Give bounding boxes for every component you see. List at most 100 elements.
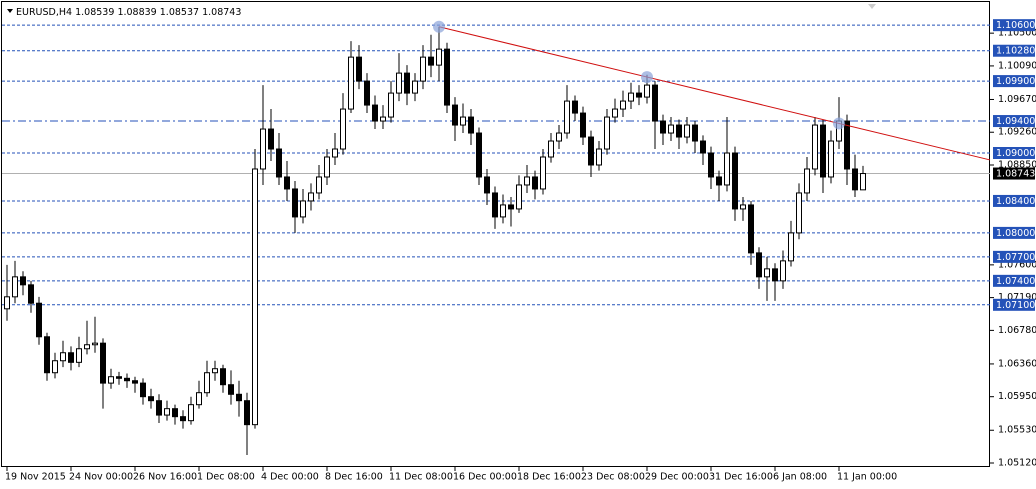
candle-body <box>420 56 426 82</box>
candle-body <box>660 120 666 134</box>
candle-body <box>748 204 754 254</box>
candle-body <box>764 268 770 278</box>
candle-body <box>620 100 626 110</box>
candle-body <box>732 152 738 210</box>
x-tick-label: 16 Dec 00:00 <box>453 472 517 483</box>
chart-header: EURUSD,H4 1.08539 1.08839 1.08537 1.0874… <box>16 7 241 18</box>
candle-body <box>676 124 682 138</box>
x-tick-label: 4 Dec 00:00 <box>261 472 319 483</box>
candle-body <box>172 408 178 418</box>
candle-body <box>60 352 66 362</box>
x-tick-label: 8 Dec 16:00 <box>325 472 383 483</box>
candle-body <box>684 124 690 138</box>
candle-body <box>500 204 506 218</box>
candle-body <box>452 104 458 126</box>
candle-body <box>404 72 410 94</box>
plot-frame <box>1 1 990 467</box>
candle-body <box>604 116 610 150</box>
level-label: 1.08000 <box>996 228 1035 239</box>
scroll-marker <box>868 4 876 9</box>
level-label: 1.09400 <box>996 116 1035 127</box>
header-open: 1.08539 <box>75 7 114 18</box>
candle-body <box>188 404 194 422</box>
candle-body <box>68 352 74 363</box>
candle-body <box>692 124 698 142</box>
candle-body <box>700 140 706 154</box>
candle-body <box>396 72 402 94</box>
candle-body <box>508 204 514 210</box>
candle-body <box>348 56 354 110</box>
candle-body <box>292 188 298 218</box>
level-label: 1.09900 <box>996 76 1035 87</box>
level-box <box>993 75 1035 88</box>
candle-body <box>36 302 42 338</box>
candle-body <box>44 336 50 374</box>
candle-body <box>52 360 58 374</box>
x-tick-label: 11 Dec 08:00 <box>389 472 453 483</box>
level-box <box>993 194 1035 207</box>
candle-body <box>540 156 546 190</box>
x-tick-label: 31 Dec 16:00 <box>709 472 773 483</box>
y-tick-label: 1.05530 <box>998 425 1036 436</box>
candle-body <box>308 192 314 202</box>
candle-body <box>516 184 522 210</box>
candle-body <box>724 152 730 186</box>
candle-body <box>12 276 18 298</box>
candle-body <box>740 204 746 210</box>
level-box <box>993 44 1035 57</box>
candle-body <box>212 368 218 374</box>
y-tick-label: 1.08850 <box>998 159 1036 170</box>
candle-body <box>116 376 122 379</box>
candle-body <box>652 84 658 122</box>
level-label: 1.07100 <box>996 300 1035 311</box>
candle-body <box>196 392 202 406</box>
candle-body <box>772 268 778 282</box>
candle-body <box>708 152 714 178</box>
candle-body <box>572 100 578 114</box>
candle-body <box>300 200 306 218</box>
header-high: 1.08839 <box>117 7 156 18</box>
candle-body <box>828 140 834 178</box>
level-label: 1.10600 <box>996 20 1035 31</box>
y-tick-label: 1.05950 <box>998 391 1036 402</box>
x-tick-label: 11 Jan 00:00 <box>837 472 897 483</box>
price-box <box>993 167 1035 180</box>
candle-body <box>436 48 442 66</box>
y-tick-label: 1.07600 <box>998 259 1036 270</box>
x-tick-label: 26 Nov 16:00 <box>133 472 197 483</box>
candle-body <box>716 176 722 186</box>
candle-body <box>844 120 850 170</box>
candle-body <box>340 108 346 150</box>
candle-body <box>140 382 146 398</box>
candle-body <box>580 112 586 138</box>
candle-body <box>228 384 234 395</box>
candle-body <box>100 342 106 384</box>
candle-body <box>532 176 538 190</box>
candle-body <box>628 92 634 102</box>
candle-body <box>180 416 186 422</box>
y-tick-label: 1.06360 <box>998 358 1036 369</box>
candle-body <box>164 408 170 416</box>
level-label: 1.10280 <box>996 46 1035 57</box>
candle-body <box>484 176 490 194</box>
candle-body <box>612 108 618 118</box>
candle-body <box>596 148 602 166</box>
candle-body <box>20 276 26 286</box>
candle-body <box>4 296 10 310</box>
x-tick-label: 24 Nov 00:00 <box>69 472 133 483</box>
candle-body <box>132 380 138 384</box>
candle-body <box>804 168 810 194</box>
header-low: 1.08537 <box>160 7 199 18</box>
candle-body <box>524 176 530 186</box>
y-tick-label: 1.06780 <box>998 325 1036 336</box>
candle-body <box>372 104 378 122</box>
candle-body <box>788 232 794 262</box>
candle-body <box>332 148 338 158</box>
candle-body <box>468 116 474 134</box>
level-box <box>993 226 1035 239</box>
candle-body <box>564 100 570 134</box>
candle-body <box>236 393 242 402</box>
candle-body <box>148 396 154 402</box>
